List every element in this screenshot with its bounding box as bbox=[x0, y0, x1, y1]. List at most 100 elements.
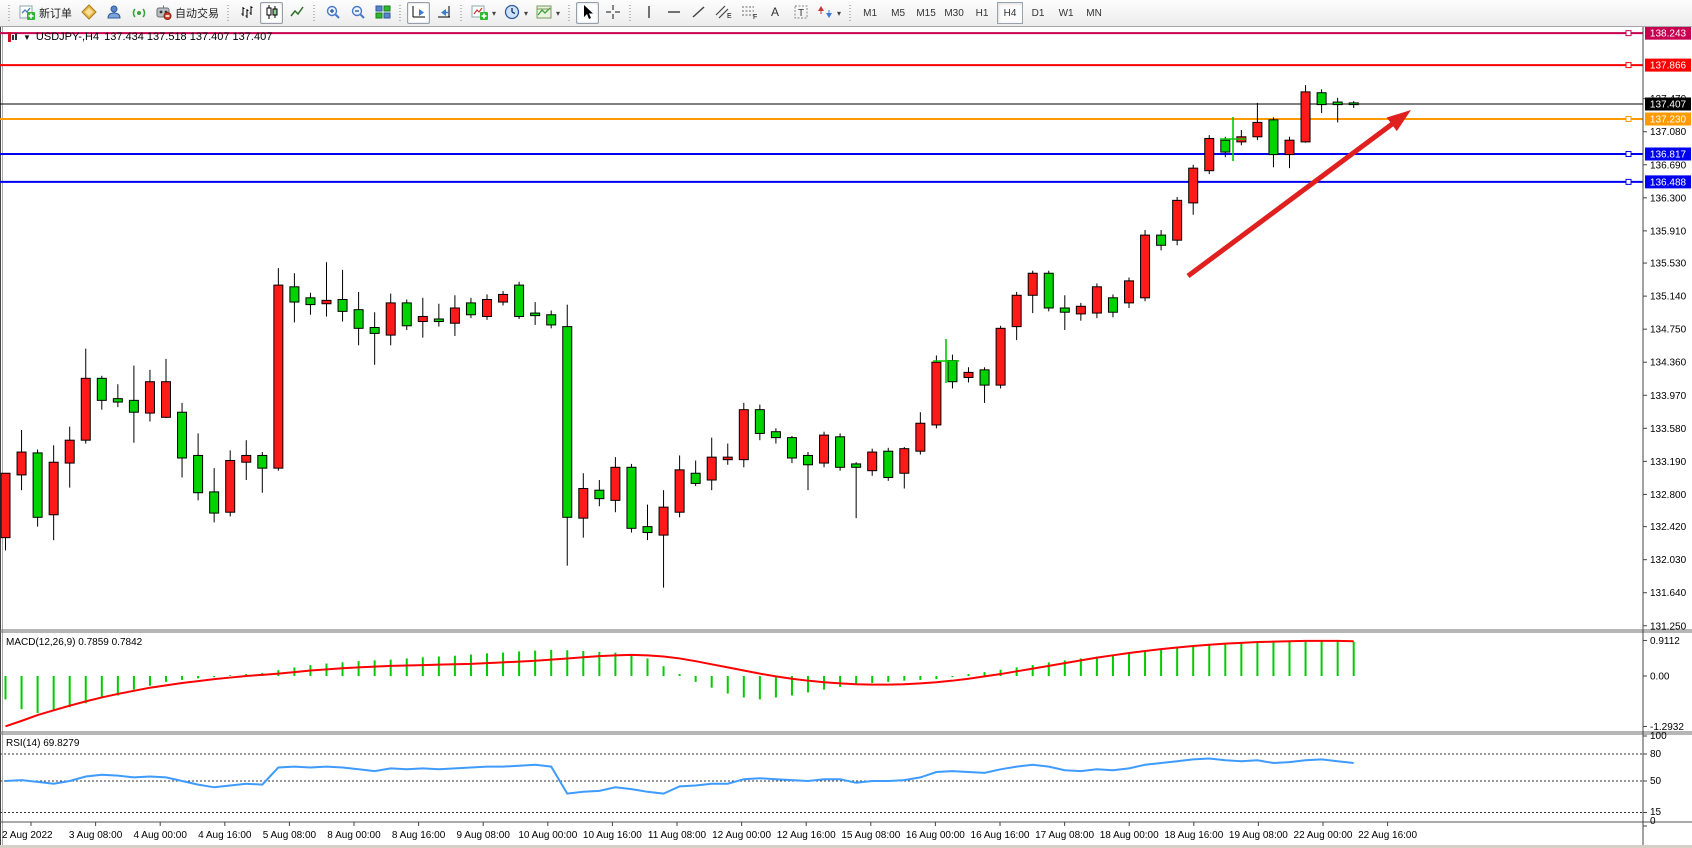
chart-shift-button[interactable] bbox=[432, 2, 455, 24]
candle-body bbox=[690, 472, 701, 484]
svg-text:E: E bbox=[727, 13, 732, 20]
metaquotes-button[interactable] bbox=[77, 2, 100, 24]
new-order-button[interactable]: 新订单 bbox=[16, 2, 75, 24]
candle-body bbox=[803, 454, 813, 466]
candle-body bbox=[819, 434, 830, 464]
tile-windows-button[interactable] bbox=[371, 2, 394, 24]
vline-icon bbox=[643, 4, 655, 23]
candle-body bbox=[642, 526, 653, 534]
level-badge bbox=[1645, 58, 1691, 72]
line-handle[interactable] bbox=[1625, 151, 1632, 157]
candle-body bbox=[225, 460, 236, 513]
candle-body bbox=[1027, 272, 1038, 296]
rsi-label: RSI(14) 69.8279 bbox=[6, 738, 80, 749]
clock-icon bbox=[504, 4, 520, 23]
timeframe-m5-button[interactable]: M5 bbox=[891, 7, 906, 19]
candle-body bbox=[80, 377, 91, 441]
cursor-button[interactable] bbox=[576, 2, 600, 24]
candle-body bbox=[1091, 286, 1102, 314]
ohlc-values: 137.434 137.518 137.407 137.407 bbox=[104, 31, 273, 43]
timeframe-h4-button[interactable]: H4 bbox=[997, 2, 1024, 24]
horizontal-level-lines bbox=[0, 30, 1643, 185]
level-badge-text: 136.488 bbox=[1650, 177, 1687, 188]
toolbar-separator bbox=[398, 3, 403, 23]
arrows-button[interactable]: ▾ bbox=[814, 2, 844, 24]
time-tick-label: 15 Aug 08:00 bbox=[841, 830, 900, 841]
line-handle[interactable] bbox=[1625, 30, 1632, 37]
time-tick-label: 2 Aug 2022 bbox=[2, 830, 53, 841]
crosshair-icon bbox=[605, 4, 621, 23]
svg-text:T: T bbox=[798, 8, 804, 19]
crosshair-button[interactable] bbox=[601, 2, 624, 24]
signal-button[interactable] bbox=[127, 2, 150, 24]
candle-body bbox=[161, 381, 171, 418]
timeframe-m15-button[interactable]: M15 bbox=[916, 7, 936, 19]
zoom-in-button[interactable] bbox=[321, 2, 344, 24]
rsi-scale-label: 100 bbox=[1650, 731, 1667, 742]
horizontal-line-button[interactable] bbox=[662, 2, 685, 24]
timeframe-d1-button[interactable]: D1 bbox=[1031, 7, 1045, 19]
equidistant-channel-button[interactable]: E bbox=[712, 2, 736, 24]
level-badge-text: 137.866 bbox=[1650, 61, 1687, 72]
candle-body bbox=[883, 450, 894, 478]
chevron-down-icon: ▾ bbox=[556, 8, 561, 18]
candle-body bbox=[915, 422, 926, 452]
candle-body bbox=[321, 299, 332, 305]
auto-scroll-button[interactable] bbox=[407, 2, 430, 24]
metaquotes-icon bbox=[80, 3, 97, 23]
chevron-down-icon: ▾ bbox=[524, 8, 529, 18]
profile-button[interactable] bbox=[102, 2, 125, 24]
title-dropdown-icon[interactable]: ▼ bbox=[23, 32, 31, 42]
fibonacci-button[interactable]: F bbox=[738, 2, 762, 24]
time-axis[interactable]: 2 Aug 2022 3 Aug 08:00 4 Aug 00:00 4 Aug 16… bbox=[2, 822, 1418, 841]
text-label-button[interactable]: T bbox=[789, 2, 812, 24]
rsi-level-lines bbox=[0, 753, 1643, 813]
autotrading-button[interactable]: 自动交易 bbox=[152, 2, 222, 24]
signal-icon bbox=[131, 4, 147, 23]
candle-body bbox=[112, 398, 123, 403]
trend-arrow-line[interactable] bbox=[1186, 116, 1402, 279]
timeframe-w1-button[interactable]: W1 bbox=[1058, 7, 1074, 19]
candle-body bbox=[1348, 102, 1359, 106]
price-tick-label: 136.300 bbox=[1650, 193, 1687, 204]
price-axis[interactable]: 137.470137.080136.690136.300135.910135.5… bbox=[1642, 26, 1687, 845]
candle-body bbox=[530, 312, 541, 317]
trendline-button[interactable] bbox=[687, 2, 710, 24]
line-chart-button[interactable] bbox=[285, 2, 308, 24]
candle-body bbox=[32, 452, 43, 518]
trend-arrow-head[interactable] bbox=[1386, 110, 1411, 132]
bar-chart-button[interactable] bbox=[235, 2, 258, 24]
timeframe-m30-button[interactable]: M30 bbox=[944, 7, 964, 19]
line-handle[interactable] bbox=[1625, 178, 1632, 185]
text-button[interactable]: A bbox=[764, 2, 787, 24]
timeframe-h1-button[interactable]: H1 bbox=[975, 7, 989, 19]
tile-icon bbox=[375, 4, 391, 23]
timeframe-mn-button[interactable]: MN bbox=[1086, 7, 1102, 19]
rsi-scale-label: 80 bbox=[1650, 749, 1662, 760]
templates-button[interactable]: ▾ bbox=[533, 2, 563, 24]
level-badge bbox=[1645, 147, 1691, 161]
line-handle[interactable] bbox=[1625, 62, 1632, 69]
zoom-out-button[interactable] bbox=[346, 2, 369, 24]
candlestick-chart-button[interactable] bbox=[260, 2, 283, 24]
toolbar-separator bbox=[567, 3, 573, 23]
line-handle[interactable] bbox=[1625, 116, 1632, 122]
candle-body bbox=[1204, 137, 1215, 172]
candle-body bbox=[1124, 280, 1134, 304]
indicators-button[interactable]: ▾ bbox=[468, 2, 499, 24]
periods-button[interactable]: ▾ bbox=[501, 2, 531, 24]
chevron-down-icon: ▾ bbox=[492, 8, 497, 18]
time-tick-label: 10 Aug 00:00 bbox=[518, 830, 577, 841]
svg-text:F: F bbox=[753, 14, 757, 20]
hline-icon bbox=[666, 4, 682, 23]
fibo-icon: F bbox=[741, 4, 759, 23]
candle-body bbox=[465, 302, 476, 316]
macd-scale-label: 0.9112 bbox=[1650, 636, 1680, 647]
candle-body bbox=[1284, 139, 1295, 156]
price-tick-label: 132.420 bbox=[1650, 522, 1687, 533]
vertical-line-button[interactable] bbox=[637, 2, 660, 24]
timeframe-m1-button[interactable]: M1 bbox=[863, 7, 878, 19]
cursor-icon bbox=[580, 4, 596, 23]
